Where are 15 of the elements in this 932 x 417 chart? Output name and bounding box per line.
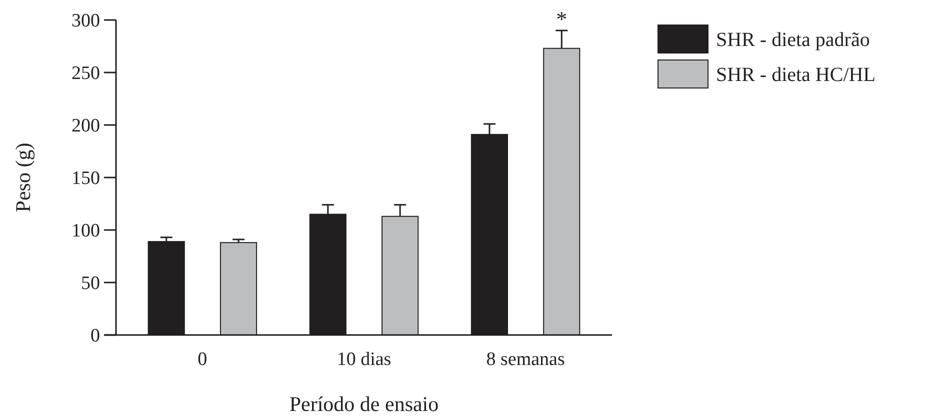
x-tick-label: 8 semanas	[486, 349, 565, 370]
annotation: *	[556, 6, 568, 32]
y-tick-label: 250	[72, 63, 100, 84]
legend-label: SHR - dieta padrão	[716, 29, 870, 51]
x-axis-title: Período de ensaio	[289, 392, 439, 416]
y-tick-label: 200	[72, 116, 100, 137]
y-tick-label: 50	[81, 273, 100, 294]
x-tick-label: 0	[198, 349, 208, 370]
y-tick-label: 100	[72, 220, 100, 242]
y-axis-title: Peso (g)	[11, 142, 35, 212]
x-tick-label: 10 dias	[336, 349, 392, 370]
y-tick-label: 0	[90, 326, 100, 347]
y-tick-label: 300	[72, 10, 100, 32]
y-tick-label: 150	[72, 168, 100, 190]
legend-label: SHR - dieta HC/HL	[716, 64, 876, 86]
